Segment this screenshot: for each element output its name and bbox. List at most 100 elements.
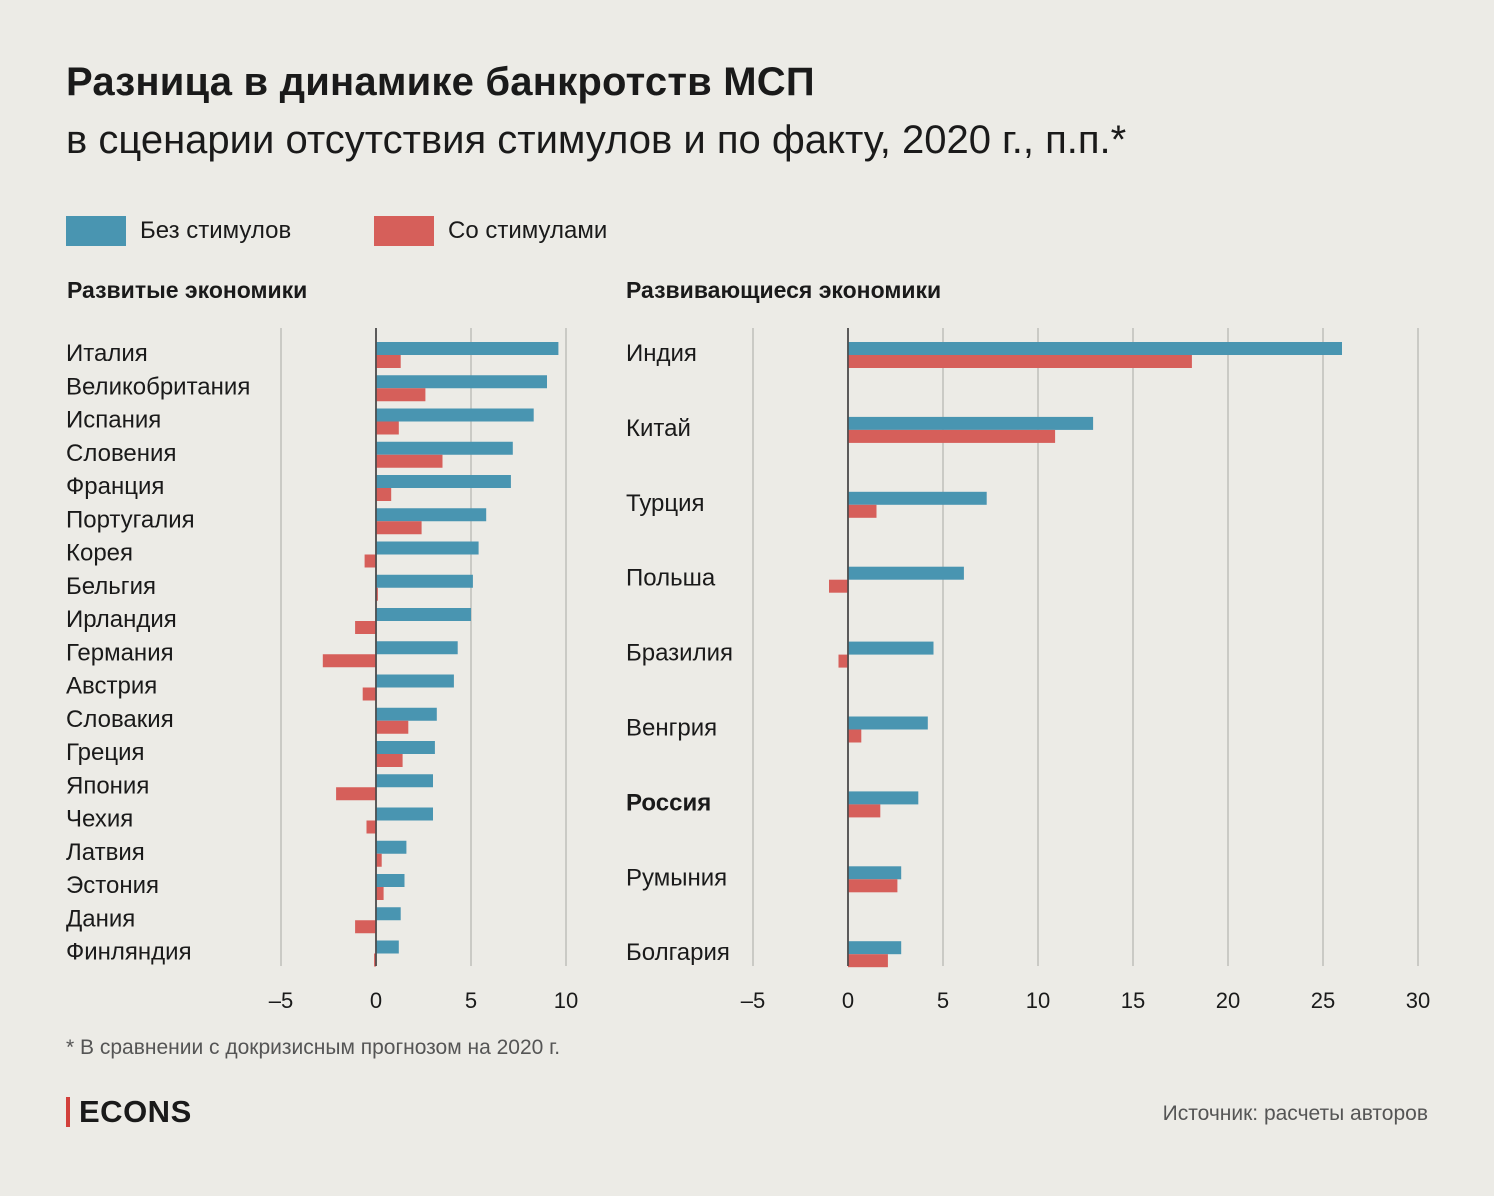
emg-tick-label: –5 (741, 988, 765, 1013)
dev-category-label: Ирландия (66, 606, 177, 633)
dev-bar-without (376, 441, 513, 455)
emg-category-label: Турция (626, 490, 705, 517)
chart-subtitle: в сценарии отсутствия стимулов и по факт… (66, 118, 1127, 162)
emg-category-label: Румыния (626, 864, 727, 891)
emg-category-label: Индия (626, 340, 697, 367)
emg-bar-without (848, 342, 1342, 355)
dev-category-label: Чехия (66, 806, 133, 833)
dev-tick-label: 5 (465, 988, 477, 1013)
emg-category-label: Польша (626, 565, 716, 592)
emg-bar-with (848, 954, 888, 968)
dev-bar-with (376, 887, 384, 900)
emg-bar-with (848, 879, 898, 893)
emg-bar-with (848, 729, 862, 743)
dev-bar-with (322, 654, 376, 668)
emg-bar-without (848, 941, 902, 955)
chart-title: Разница в динамике банкротств МСП (66, 60, 815, 104)
emg-bar-without (848, 716, 928, 730)
dev-bar-with (366, 820, 376, 834)
emg-tick-label: 10 (1026, 988, 1050, 1013)
dev-tick-label: 10 (554, 988, 578, 1013)
dev-bar-with (376, 587, 378, 601)
dev-bar-with (376, 388, 426, 402)
dev-bar-with (376, 355, 401, 368)
emg-bar-without (848, 416, 1094, 430)
legend-swatch-with (374, 216, 434, 246)
dev-bar-without (376, 940, 399, 954)
dev-category-label: Греция (66, 739, 145, 766)
dev-bar-without (376, 707, 437, 721)
dev-bar-with (376, 488, 392, 501)
emg-tick-label: 30 (1406, 988, 1430, 1013)
dev-bar-without (376, 774, 433, 788)
emg-category-label: Венгрия (626, 715, 717, 742)
dev-category-label: Италия (66, 340, 148, 367)
emg-bar-without (848, 791, 919, 805)
dev-bar-with (376, 754, 403, 767)
panel-title-developed: Развитые экономики (67, 277, 308, 303)
dev-bar-with (336, 787, 376, 801)
emg-bar-with (848, 804, 881, 818)
dev-category-label: Латвия (66, 839, 145, 866)
dev-bar-without (376, 342, 559, 355)
emg-tick-label: 0 (842, 988, 854, 1013)
dev-bar-with (376, 521, 422, 535)
dev-category-label: Корея (66, 540, 133, 567)
dev-category-label: Бельгия (66, 573, 156, 600)
emg-bar-without (848, 566, 964, 580)
logo-text: ECONS (79, 1094, 192, 1129)
emg-bar-with (848, 504, 877, 518)
dev-bar-without (376, 807, 433, 821)
dev-bar-with (362, 687, 376, 701)
emg-bar-without (848, 641, 934, 655)
dev-bar-without (376, 674, 454, 688)
legend-label-without: Без стимулов (140, 217, 292, 244)
dev-bar-without (376, 874, 405, 887)
dev-bar-with (355, 621, 376, 634)
dev-category-label: Португалия (66, 506, 195, 533)
logo-bar (66, 1097, 70, 1127)
emg-bar-with (829, 579, 848, 593)
dev-tick-label: 0 (370, 988, 382, 1013)
emg-bar-with (848, 429, 1056, 443)
dev-category-label: Словения (66, 440, 176, 467)
dev-tick-label: –5 (269, 988, 293, 1013)
dev-bar-with (376, 720, 409, 734)
dev-bar-with (376, 454, 443, 468)
dev-category-label: Эстония (66, 872, 159, 899)
dev-bar-without (376, 608, 471, 621)
emg-category-label: Бразилия (626, 640, 733, 667)
dev-bar-without (376, 541, 479, 555)
dev-category-label: Франция (66, 473, 164, 500)
emg-tick-label: 20 (1216, 988, 1240, 1013)
dev-bar-without (376, 907, 401, 921)
dev-bar-without (376, 741, 435, 754)
dev-category-label: Австрия (66, 673, 157, 700)
dev-bar-without (376, 840, 407, 854)
legend-label-with: Со стимулами (448, 217, 608, 244)
emg-category-label: Китай (626, 415, 691, 442)
dev-bar-without (376, 408, 534, 422)
emg-tick-label: 5 (937, 988, 949, 1013)
emg-tick-label: 15 (1121, 988, 1145, 1013)
dev-bar-without (376, 508, 487, 522)
emg-category-label: Болгария (626, 939, 730, 966)
dev-category-label: Дания (66, 905, 135, 932)
emg-tick-label: 25 (1311, 988, 1335, 1013)
dev-category-label: Финляндия (66, 939, 192, 966)
dev-bar-without (376, 641, 458, 655)
emg-bar-without (848, 866, 902, 880)
emg-bar-with (838, 654, 848, 668)
emg-bar-without (848, 491, 987, 505)
dev-bar-without (376, 574, 473, 588)
emg-category-label: Россия (626, 789, 711, 816)
dev-category-label: Япония (66, 772, 149, 799)
dev-bar-with (376, 421, 399, 435)
dev-category-label: Словакия (66, 706, 174, 733)
dev-bar-without (376, 475, 511, 488)
dev-bar-with (364, 554, 376, 568)
dev-category-label: Испания (66, 407, 161, 434)
dev-category-label: Германия (66, 639, 174, 666)
dev-bar-with (376, 853, 382, 867)
